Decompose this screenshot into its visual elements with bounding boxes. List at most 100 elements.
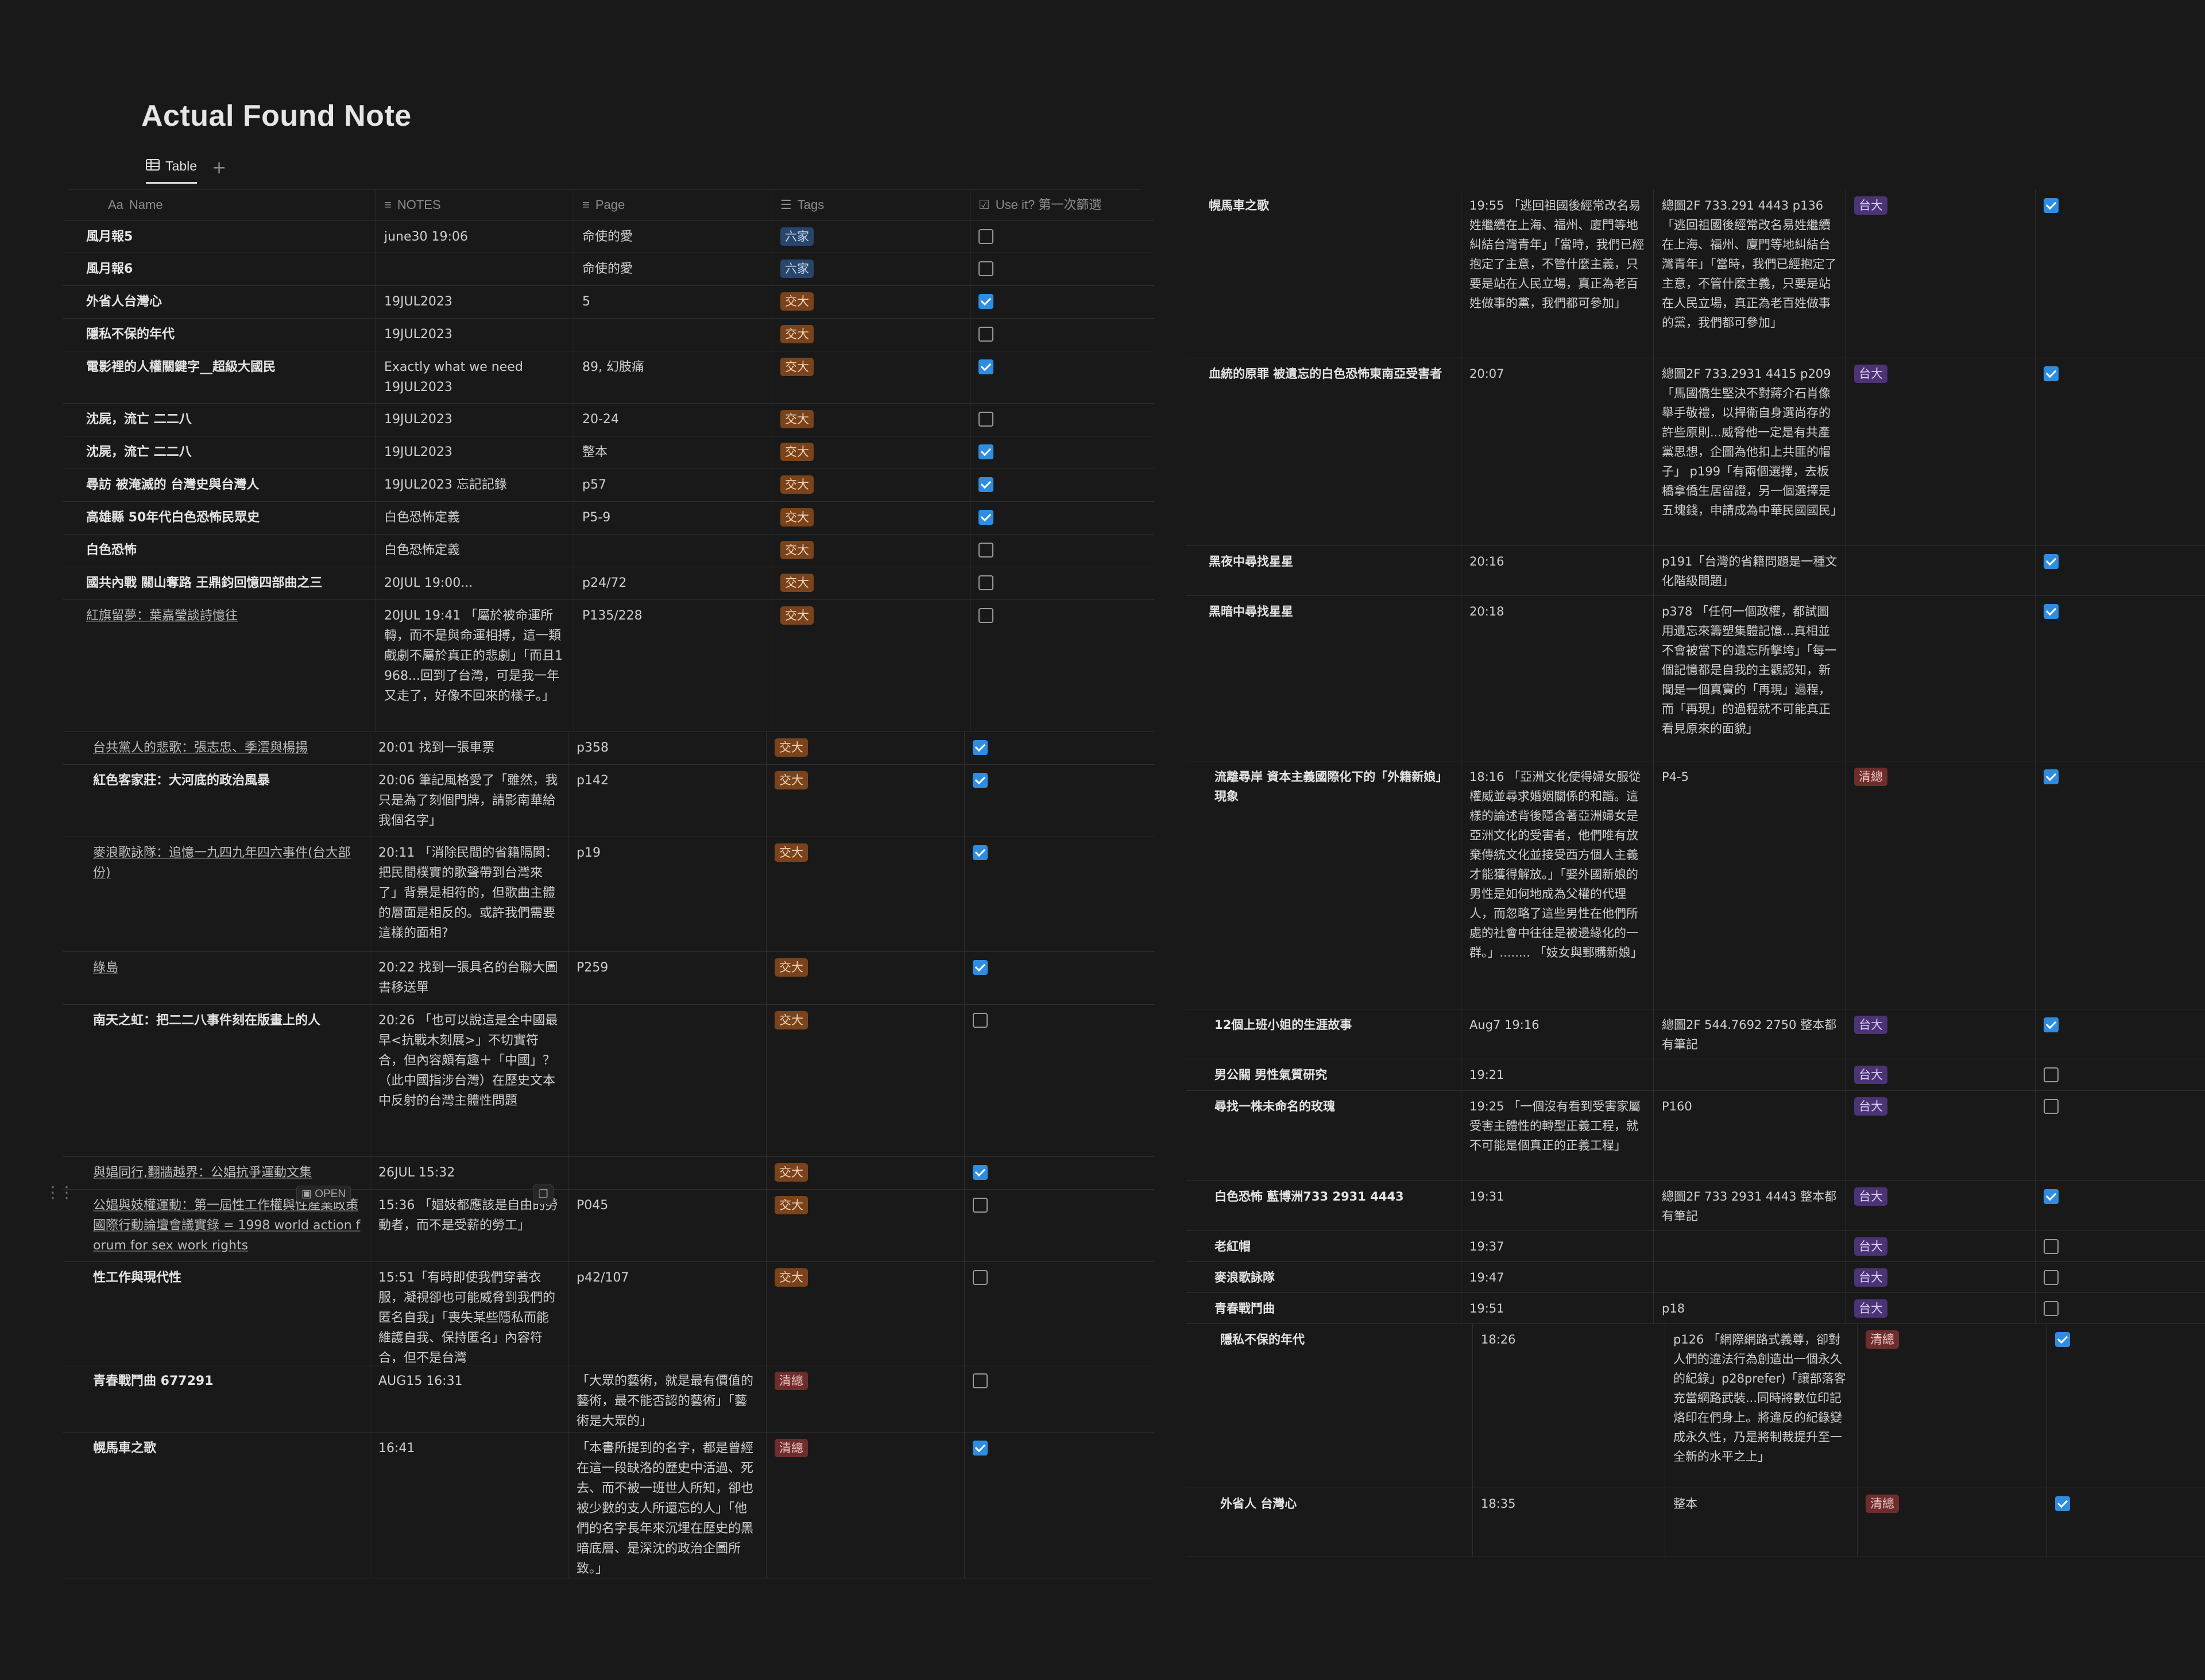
row-notes[interactable]: AUG15 16:31 [370,1365,568,1432]
table-row[interactable]: 白色恐怖 藍博洲733 2931 4443 19:31 總圖2F 733 2931 … [1186,1180,2205,1231]
row-page[interactable]: p24/72 [574,567,772,599]
table-row[interactable]: 綠島 20:22 找到一張具名的台聯大圖書移送單 P259 交大 [63,951,1154,1005]
row-page[interactable]: p358 [568,731,767,764]
checkbox-checked[interactable] [2044,769,2059,784]
column-header-name[interactable]: Aa Name [63,189,376,220]
row-notes[interactable]: 20:26 「也可以說這是全中國最早<抗戰木刻展>」不切實符合，但內容頗有趣＋「… [370,1004,568,1156]
table-row[interactable]: 沈屍，流亡 二二八 19JUL2023 20-24 交大 [63,403,1154,436]
row-notes[interactable]: 20:16 [1461,545,1654,595]
table-row[interactable]: 青春戰鬥曲 19:51 p18 台大 [1186,1292,2205,1324]
checkbox-checked[interactable] [2044,198,2059,213]
row-name[interactable]: 麥浪歌詠隊 [1192,1261,1461,1292]
column-header-tags[interactable]: ☰ Tags [772,189,970,220]
row-page[interactable]: P5-9 [574,501,772,534]
row-tags[interactable]: 交大 [767,1189,965,1261]
table-row[interactable]: 幌馬車之歌 19:55 「逃回祖國後經常改名易姓繼續在上海、福州、廈門等地糾結台灣… [1186,189,2205,358]
row-page[interactable] [568,1156,767,1189]
row-notes[interactable]: 19:31 [1461,1180,1654,1230]
row-notes[interactable]: 19:21 [1461,1059,1654,1090]
row-tags[interactable]: 交大 [772,351,970,403]
row-notes[interactable]: 白色恐怖定義 [376,501,574,534]
row-name[interactable]: 外省人 台灣心 [1197,1488,1473,1557]
row-tags[interactable]: 交大 [772,534,970,567]
row-name[interactable]: 尋找一株未命名的玫瑰 [1192,1090,1461,1180]
row-name[interactable]: 國共內戰 關山奪路 王鼎鈞回憶四部曲之三 [63,567,376,599]
row-notes[interactable]: 18:26 [1473,1323,1665,1488]
column-header-use-it[interactable]: ☑ Use it? 第一次篩選 [970,189,1154,220]
row-page[interactable] [1654,1261,1846,1292]
row-name[interactable]: 沈屍，流亡 二二八 [63,403,376,436]
table-row[interactable]: 隱私不保的年代 18:26 p126 「網際網路式義尊，卻對人們的違法行為創造出一個… [1186,1323,2205,1488]
drag-handle-icon[interactable]: ⋮⋮ [45,1183,75,1202]
row-tags[interactable]: 交大 [767,1156,965,1189]
checkbox-checked[interactable] [973,960,988,975]
checkbox-checked[interactable] [973,845,988,860]
row-tags[interactable]: 台大 [1846,1292,2036,1323]
row-tags[interactable]: 交大 [772,318,970,351]
checkbox-unchecked[interactable] [978,327,993,342]
row-tags[interactable]: 六家 [772,220,970,253]
row-notes[interactable]: 20JUL 19:41 「屬於被命運所轉，而不是與命運相搏，這一類戲劇不屬於真正… [376,599,574,731]
row-page[interactable]: p18 [1654,1292,1846,1323]
row-notes[interactable] [376,253,574,285]
table-row[interactable]: 尋訪 被淹滅的 台灣史與台灣人 19JUL2023 忘記記錄 p57 交大 [63,469,1154,502]
row-notes[interactable]: 19JUL2023 [376,403,574,436]
table-row[interactable]: 風月報6 命使的愛 六家 [63,253,1154,286]
table-row[interactable]: 流離尋岸 資本主義國際化下的「外籍新娘」現象 18:16 「亞洲文化使得婦女服從權… [1186,761,2205,1009]
row-page[interactable]: p57 [574,469,772,501]
row-name[interactable]: 麥浪歌詠隊：追憶一九四九年四六事件(台大部份) [57,837,370,951]
row-notes[interactable]: 16:41 [370,1432,568,1578]
row-name[interactable]: 綠島 [57,951,370,1004]
row-name[interactable]: 外省人台灣心 [63,285,376,318]
checkbox-checked[interactable] [2055,1332,2070,1347]
row-notes[interactable]: 20JUL 19:00... [376,567,574,599]
checkbox-unchecked[interactable] [2044,1301,2059,1316]
row-notes[interactable]: 26JUL 15:32 [370,1156,568,1189]
checkbox-unchecked[interactable] [978,608,993,623]
row-tags[interactable]: 交大 [772,469,970,501]
row-name[interactable]: 與娼同行,翻牆越界：公娼抗爭運動文集 [57,1156,370,1189]
row-page[interactable]: 「大眾的藝術，就是最有價值的藝術，最不能否認的藝術」「藝術是大眾的」 [568,1365,767,1432]
row-name[interactable]: 台共黨人的悲歌：張志忠、季澐與楊揚 [57,731,370,764]
checkbox-checked[interactable] [2044,554,2059,569]
row-notes[interactable]: 20:22 找到一張具名的台聯大圖書移送單 [370,951,568,1004]
row-page[interactable]: p126 「網際網路式義尊，卻對人們的違法行為創造出一個永久的紀錄」p28pre… [1665,1323,1858,1488]
row-page[interactable]: 整本 [1665,1488,1858,1557]
row-name[interactable]: 尋訪 被淹滅的 台灣史與台灣人 [63,469,376,501]
row-tags[interactable] [1846,595,2036,761]
row-page[interactable]: 命使的愛 [574,253,772,285]
row-page[interactable]: P160 [1654,1090,1846,1180]
table-row[interactable]: 外省人 台灣心 18:35 整本 清總 [1186,1488,2205,1557]
row-tags[interactable]: 清總 [767,1365,965,1432]
table-row[interactable]: 外省人台灣心 19JUL2023 5 交大 [63,285,1154,319]
row-page[interactable]: 總圖2F 733.291 4443 p136 「逃回祖國後經常改名易姓繼續在上海… [1654,189,1846,358]
row-notes[interactable]: 19JUL2023 [376,436,574,469]
row-notes[interactable]: 20:07 [1461,358,1654,545]
row-notes[interactable]: Aug7 19:16 [1461,1009,1654,1059]
row-notes[interactable]: 19:55 「逃回祖國後經常改名易姓繼續在上海、福州、廈門等地糾結台灣青年」「當… [1461,189,1654,358]
row-name[interactable]: 白色恐怖 [63,534,376,567]
row-tags[interactable]: 清總 [1858,1488,2047,1557]
table-row[interactable]: 白色恐怖 白色恐怖定義 交大 [63,534,1154,567]
checkbox-checked[interactable] [2044,366,2059,381]
row-notes[interactable]: Exactly what we need 19JUL2023 [376,351,574,403]
row-name[interactable]: 黑夜中尋找星星 [1186,545,1461,595]
row-tags[interactable] [1846,545,2036,595]
row-page[interactable] [574,534,772,567]
row-page[interactable] [574,318,772,351]
checkbox-checked[interactable] [2055,1496,2070,1511]
table-row[interactable]: 麥浪歌詠隊 19:47 台大 [1186,1261,2205,1293]
checkbox-checked[interactable] [973,1441,988,1456]
row-page[interactable] [568,1004,767,1156]
row-name[interactable]: 電影裡的人權關鍵字__超級大國民 [63,351,376,403]
row-notes[interactable]: 20:06 筆記風格愛了「雖然，我只是為了刻個門牌，請影南華給我個名字」 [370,764,568,837]
table-row[interactable]: 性工作與現代性 15:51「有時即使我們穿著衣服，凝視卻也可能威脅到我們的匿名自我… [63,1261,1154,1365]
row-name[interactable]: 沈屍，流亡 二二八 [63,436,376,469]
row-tags[interactable]: 台大 [1846,1180,2036,1230]
row-page[interactable]: 「本書所提到的名字，都是曾經在這一段缺洛的歷史中活過、死去、而不被一班世人所知，… [568,1432,767,1578]
table-row[interactable]: 南天之虹：把二二八事件刻在版畫上的人 20:26 「也可以說這是全中國最早<抗戰木… [63,1004,1154,1157]
row-notes[interactable]: 18:16 「亞洲文化使得婦女服從權威並尋求婚姻關係的和諧。這樣的論述背後隱含著… [1461,761,1654,1009]
table-row[interactable]: 男公關 男性氣質研究 19:21 台大 [1186,1059,2205,1091]
checkbox-unchecked[interactable] [978,261,993,276]
row-notes[interactable]: 19:25 「一個沒有看到受害家屬受害主體性的轉型正義工程，就不可能是個真正的正… [1461,1090,1654,1180]
